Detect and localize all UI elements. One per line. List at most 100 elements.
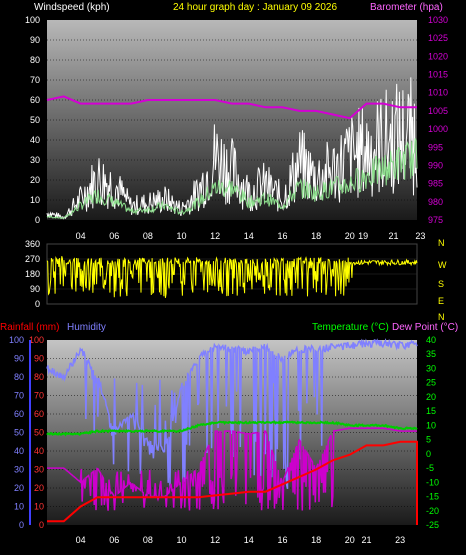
humidity-tick-label: 30 — [14, 465, 24, 475]
wind-tick-label: 90 — [30, 35, 40, 45]
humidity-tick-label: 90 — [14, 354, 24, 364]
humidity-axis-label: Humidity — [67, 322, 106, 333]
wind-avg-series — [46, 138, 418, 219]
direction-tick-label: 0 — [35, 299, 40, 309]
temperature-series — [46, 420, 418, 437]
direction-tick-label: 360 — [25, 239, 40, 249]
wind-x-tick-label: 21 — [388, 231, 398, 241]
humidity-tick-label: 20 — [14, 483, 24, 493]
baro-tick-label: 1005 — [428, 106, 448, 116]
wind-x-tick-label: 23 — [415, 231, 425, 241]
wind-x-tick-label: 10 — [177, 231, 187, 241]
wind-x-tick-label: 12 — [210, 231, 220, 241]
wind-x-tick-label: 06 — [109, 231, 119, 241]
baro-tick-label: 1030 — [428, 15, 448, 25]
humidity-series — [46, 338, 418, 490]
humidity-tick-label: 60 — [14, 409, 24, 419]
rain-tick-label: 80 — [34, 372, 44, 382]
wind-x-tick-label: 04 — [76, 231, 86, 241]
climate-x-tick-label: 04 — [76, 535, 86, 545]
wind-x-tick-label: 08 — [143, 231, 153, 241]
temp-tick-label: 40 — [426, 335, 436, 345]
humidity-tick-label: 40 — [14, 446, 24, 456]
rainfall-series — [47, 440, 418, 525]
wind-axis-label: Windspeed (kph) — [34, 2, 110, 13]
temp-tick-label: 15 — [426, 406, 436, 416]
compass-label: W — [438, 260, 447, 270]
baro-tick-label: 975 — [428, 215, 443, 225]
wind-tick-label: 10 — [30, 195, 40, 205]
direction-tick-label: 270 — [25, 254, 40, 264]
humidity-tick-label: 10 — [14, 502, 24, 512]
direction-tick-label: 90 — [30, 284, 40, 294]
dew-point-series — [47, 427, 417, 511]
barometer-series — [46, 95, 417, 120]
direction-series — [46, 256, 418, 298]
rain-tick-label: 40 — [34, 446, 44, 456]
baro-tick-label: 980 — [428, 197, 443, 207]
climate-x-tick-label: 16 — [277, 535, 287, 545]
climate-x-tick-label: 18 — [311, 535, 321, 545]
temp-tick-label: 20 — [426, 392, 436, 402]
climate-x-tick-label: 21 — [362, 535, 372, 545]
direction-y-ticks: 0 90 180 270 360 — [25, 239, 40, 309]
rain-tick-label: 30 — [34, 465, 44, 475]
temp-tick-label: 30 — [426, 363, 436, 373]
compass-label: N — [438, 312, 445, 322]
wind-tick-label: 100 — [25, 15, 40, 25]
wind-tick-label: 20 — [30, 175, 40, 185]
climate-x-tick-label: 12 — [210, 535, 220, 545]
wind-x-tick-label: 14 — [244, 231, 254, 241]
direction-tick-label: 180 — [25, 269, 40, 279]
temp-axis-label: Temperature (°C) — [312, 322, 389, 333]
chart-title: 24 hour graph day : January 09 2026 — [173, 2, 337, 13]
temp-tick-label: 0 — [426, 449, 431, 459]
humidity-tick-label: 70 — [14, 391, 24, 401]
humidity-tick-label: 50 — [14, 428, 24, 438]
humidity-tick-label: 80 — [14, 372, 24, 382]
dew-axis-label: Dew Point (°C) — [392, 322, 458, 333]
temp-tick-label: -15 — [426, 492, 439, 502]
wind-tick-label: 30 — [30, 155, 40, 165]
wind-tick-label: 70 — [30, 75, 40, 85]
climate-x-tick-label: 23 — [395, 535, 405, 545]
baro-y-ticks: 975 980 985 990 995 1000 1005 1010 1015 1020 1025 1… — [428, 15, 448, 225]
climate-x-tick-label: 06 — [109, 535, 119, 545]
temp-tick-label: 10 — [426, 420, 436, 430]
temp-tick-label: 35 — [426, 349, 436, 359]
wind-x-tick-label: 19 — [358, 231, 368, 241]
climate-left-ticks: 0 0 10 10 20 20 30 30 40 40 50 50 60 60 70 70 80 80 90 90 10… — [9, 335, 44, 530]
climate-x-tick-label: 14 — [244, 535, 254, 545]
humidity-tick-label: 100 — [9, 335, 24, 345]
wind-tick-label: 40 — [30, 135, 40, 145]
baro-tick-label: 1025 — [428, 33, 448, 43]
wind-y-ticks: 0 10 20 30 40 50 60 70 80 90 100 — [25, 15, 40, 225]
wind-gust-series — [46, 77, 418, 220]
rain-tick-label: 90 — [34, 354, 44, 364]
baro-tick-label: 1000 — [428, 124, 448, 134]
climate-right-ticks: 40 35 30 25 20 15 10 5 0 -5 -10 -15 -20 -25 — [426, 335, 439, 530]
wind-x-tick-label: 20 — [345, 231, 355, 241]
climate-x-tick-label: 10 — [177, 535, 187, 545]
wind-x-tick-label: 18 — [311, 231, 321, 241]
temp-tick-label: 25 — [426, 378, 436, 388]
baro-tick-label: 995 — [428, 142, 443, 152]
rain-tick-label: 10 — [34, 502, 44, 512]
temp-tick-label: -20 — [426, 506, 439, 516]
temp-tick-label: -25 — [426, 520, 439, 530]
temp-tick-label: -5 — [426, 463, 434, 473]
baro-tick-label: 985 — [428, 179, 443, 189]
climate-x-ticks: 04 06 08 10 12 14 16 18 20 21 23 — [76, 535, 406, 545]
compass-label: E — [438, 296, 444, 306]
wind-x-tick-label: 16 — [277, 231, 287, 241]
baro-tick-label: 990 — [428, 160, 443, 170]
rain-tick-label: 50 — [34, 428, 44, 438]
wind-tick-label: 50 — [30, 115, 40, 125]
compass-label: S — [438, 279, 444, 289]
climate-x-tick-label: 20 — [345, 535, 355, 545]
climate-x-tick-label: 08 — [143, 535, 153, 545]
rain-axis-label: Rainfall (mm) — [0, 322, 59, 333]
humidity-tick-label: 0 — [19, 520, 24, 530]
